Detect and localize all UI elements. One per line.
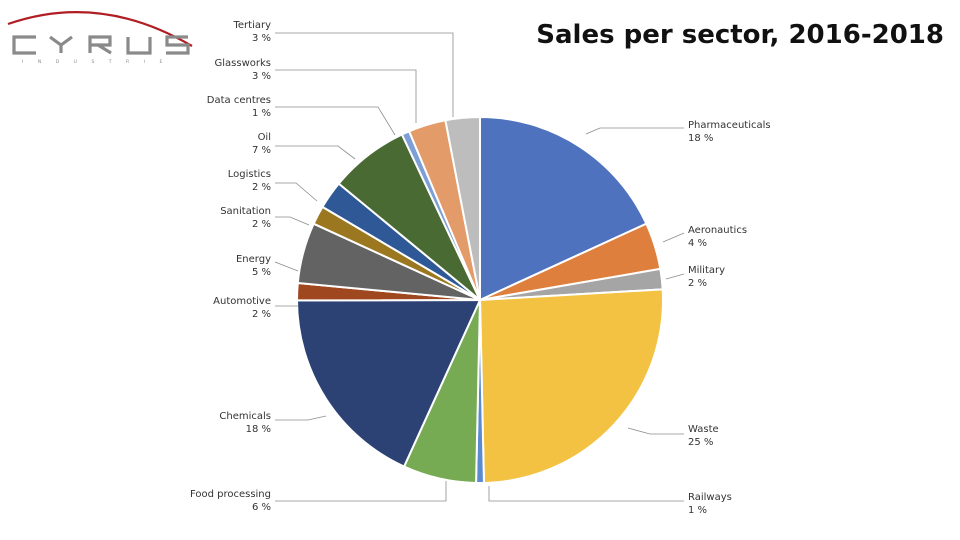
label-value-pharmaceuticals: 18 % xyxy=(688,133,713,144)
label-value-energy: 5 % xyxy=(252,267,271,278)
pie-labels: Pharmaceuticals 18 % Aeronautics 4 % Militar… xyxy=(190,20,771,516)
leader-line-energy xyxy=(274,261,299,272)
label-name-tertiary: Tertiary xyxy=(232,20,271,31)
leader-line-aeronautics xyxy=(662,232,685,243)
leader-line-data-centres xyxy=(275,106,396,136)
label-name-food-processing: Food processing xyxy=(190,489,271,500)
logo-arc xyxy=(7,11,193,47)
label-name-automotive: Automotive xyxy=(213,296,271,307)
label-name-chemicals: Chemicals xyxy=(219,411,271,422)
chart-title: Sales per sector, 2016-2018 xyxy=(536,20,944,50)
label-name-oil: Oil xyxy=(258,132,271,143)
label-name-waste: Waste xyxy=(688,424,719,435)
label-value-military: 2 % xyxy=(688,278,707,289)
slice-tertiary xyxy=(444,115,481,301)
slice-waste xyxy=(478,288,664,484)
label-value-waste: 25 % xyxy=(688,437,713,448)
pie-slices xyxy=(295,115,664,484)
label-value-data-centres: 1 % xyxy=(252,108,271,119)
label-value-railways: 1 % xyxy=(688,505,707,516)
label-value-oil: 7 % xyxy=(252,145,271,156)
cyrus-industrie-logo: INDUSTRIE xyxy=(7,11,193,65)
leader-line-tertiary xyxy=(275,32,454,117)
label-name-glassworks: Glassworks xyxy=(215,58,271,69)
label-name-military: Military xyxy=(688,265,725,276)
leader-line-pharmaceuticals xyxy=(585,127,684,135)
leader-line-glassworks xyxy=(275,69,417,123)
label-name-pharmaceuticals: Pharmaceuticals xyxy=(688,120,771,131)
label-name-energy: Energy xyxy=(236,254,271,265)
leader-line-railways xyxy=(488,486,684,502)
slice-pharmaceuticals xyxy=(479,115,648,302)
leader-line-sanitation xyxy=(275,216,310,226)
label-value-chemicals: 18 % xyxy=(246,424,271,435)
leader-line-chemicals xyxy=(275,415,327,421)
leader-line-food-processing xyxy=(275,481,447,502)
label-value-glassworks: 3 % xyxy=(252,71,271,82)
label-name-logistics: Logistics xyxy=(228,169,271,180)
label-value-tertiary: 3 % xyxy=(252,33,271,44)
label-value-sanitation: 2 % xyxy=(252,219,271,230)
label-value-automotive: 2 % xyxy=(252,309,271,320)
leader-line-logistics xyxy=(275,182,318,202)
label-value-aeronautics: 4 % xyxy=(688,238,707,249)
logo-subtext: INDUSTRIE xyxy=(22,59,177,65)
label-name-aeronautics: Aeronautics xyxy=(688,225,747,236)
label-value-logistics: 2 % xyxy=(252,182,271,193)
label-name-sanitation: Sanitation xyxy=(220,206,271,217)
label-name-data-centres: Data centres xyxy=(207,95,271,106)
leader-line-waste xyxy=(627,427,684,435)
label-name-railways: Railways xyxy=(688,492,732,503)
label-value-food-processing: 6 % xyxy=(252,502,271,513)
logo-wordmark xyxy=(12,35,190,55)
leader-line-military xyxy=(665,273,685,280)
leader-line-oil xyxy=(275,145,356,160)
slice-chemicals xyxy=(295,298,482,468)
